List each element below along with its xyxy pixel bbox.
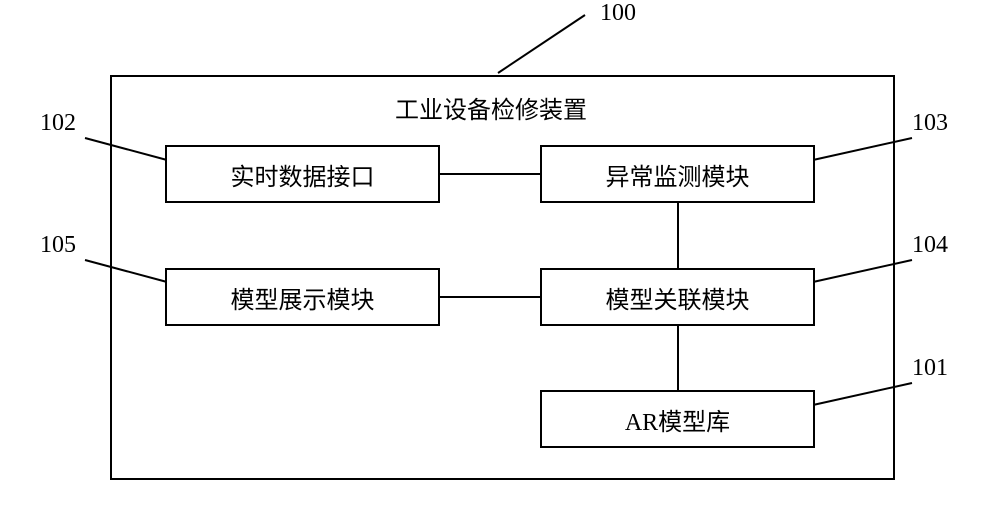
- node-label: 模型展示模块: [231, 280, 375, 315]
- node-model-display-module: 模型展示模块: [165, 268, 440, 326]
- ref-label-105: 105: [40, 232, 76, 259]
- node-label: AR模型库: [625, 402, 730, 437]
- diagram-title: 工业设备检修装置: [395, 90, 587, 125]
- node-ar-model-library: AR模型库: [540, 390, 815, 448]
- ref-label-100: 100: [600, 0, 636, 27]
- ref-label-101: 101: [912, 355, 948, 382]
- node-anomaly-monitoring-module: 异常监测模块: [540, 145, 815, 203]
- node-label: 实时数据接口: [231, 157, 375, 192]
- ref-label-104: 104: [912, 232, 948, 259]
- ref-label-102: 102: [40, 110, 76, 137]
- diagram-canvas: 工业设备检修装置 实时数据接口 异常监测模块 模型展示模块 模型关联模块 AR模…: [0, 0, 1000, 511]
- node-label: 模型关联模块: [606, 280, 750, 315]
- node-label: 异常监测模块: [606, 157, 750, 192]
- node-model-association-module: 模型关联模块: [540, 268, 815, 326]
- node-realtime-data-interface: 实时数据接口: [165, 145, 440, 203]
- ref-label-103: 103: [912, 110, 948, 137]
